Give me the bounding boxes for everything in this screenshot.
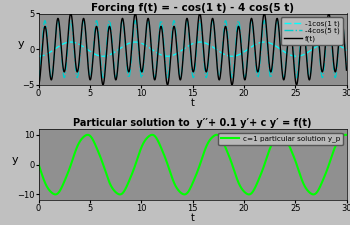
Legend: -1cos(1 t), -4cos(5 t), f(t): -1cos(1 t), -4cos(5 t), f(t)	[281, 17, 343, 45]
Y-axis label: y: y	[12, 155, 19, 165]
Legend: c=1 particular solution y_p: c=1 particular solution y_p	[218, 133, 343, 145]
X-axis label: t: t	[190, 98, 195, 108]
Title: Particular solution to  y′′+ 0.1 y′+ c y′ = f(t): Particular solution to y′′+ 0.1 y′+ c y′…	[73, 118, 312, 128]
X-axis label: t: t	[190, 214, 195, 223]
Y-axis label: y: y	[18, 39, 24, 49]
Title: Forcing f(t) = - cos(1 t) - 4 cos(5 t): Forcing f(t) = - cos(1 t) - 4 cos(5 t)	[91, 3, 294, 13]
